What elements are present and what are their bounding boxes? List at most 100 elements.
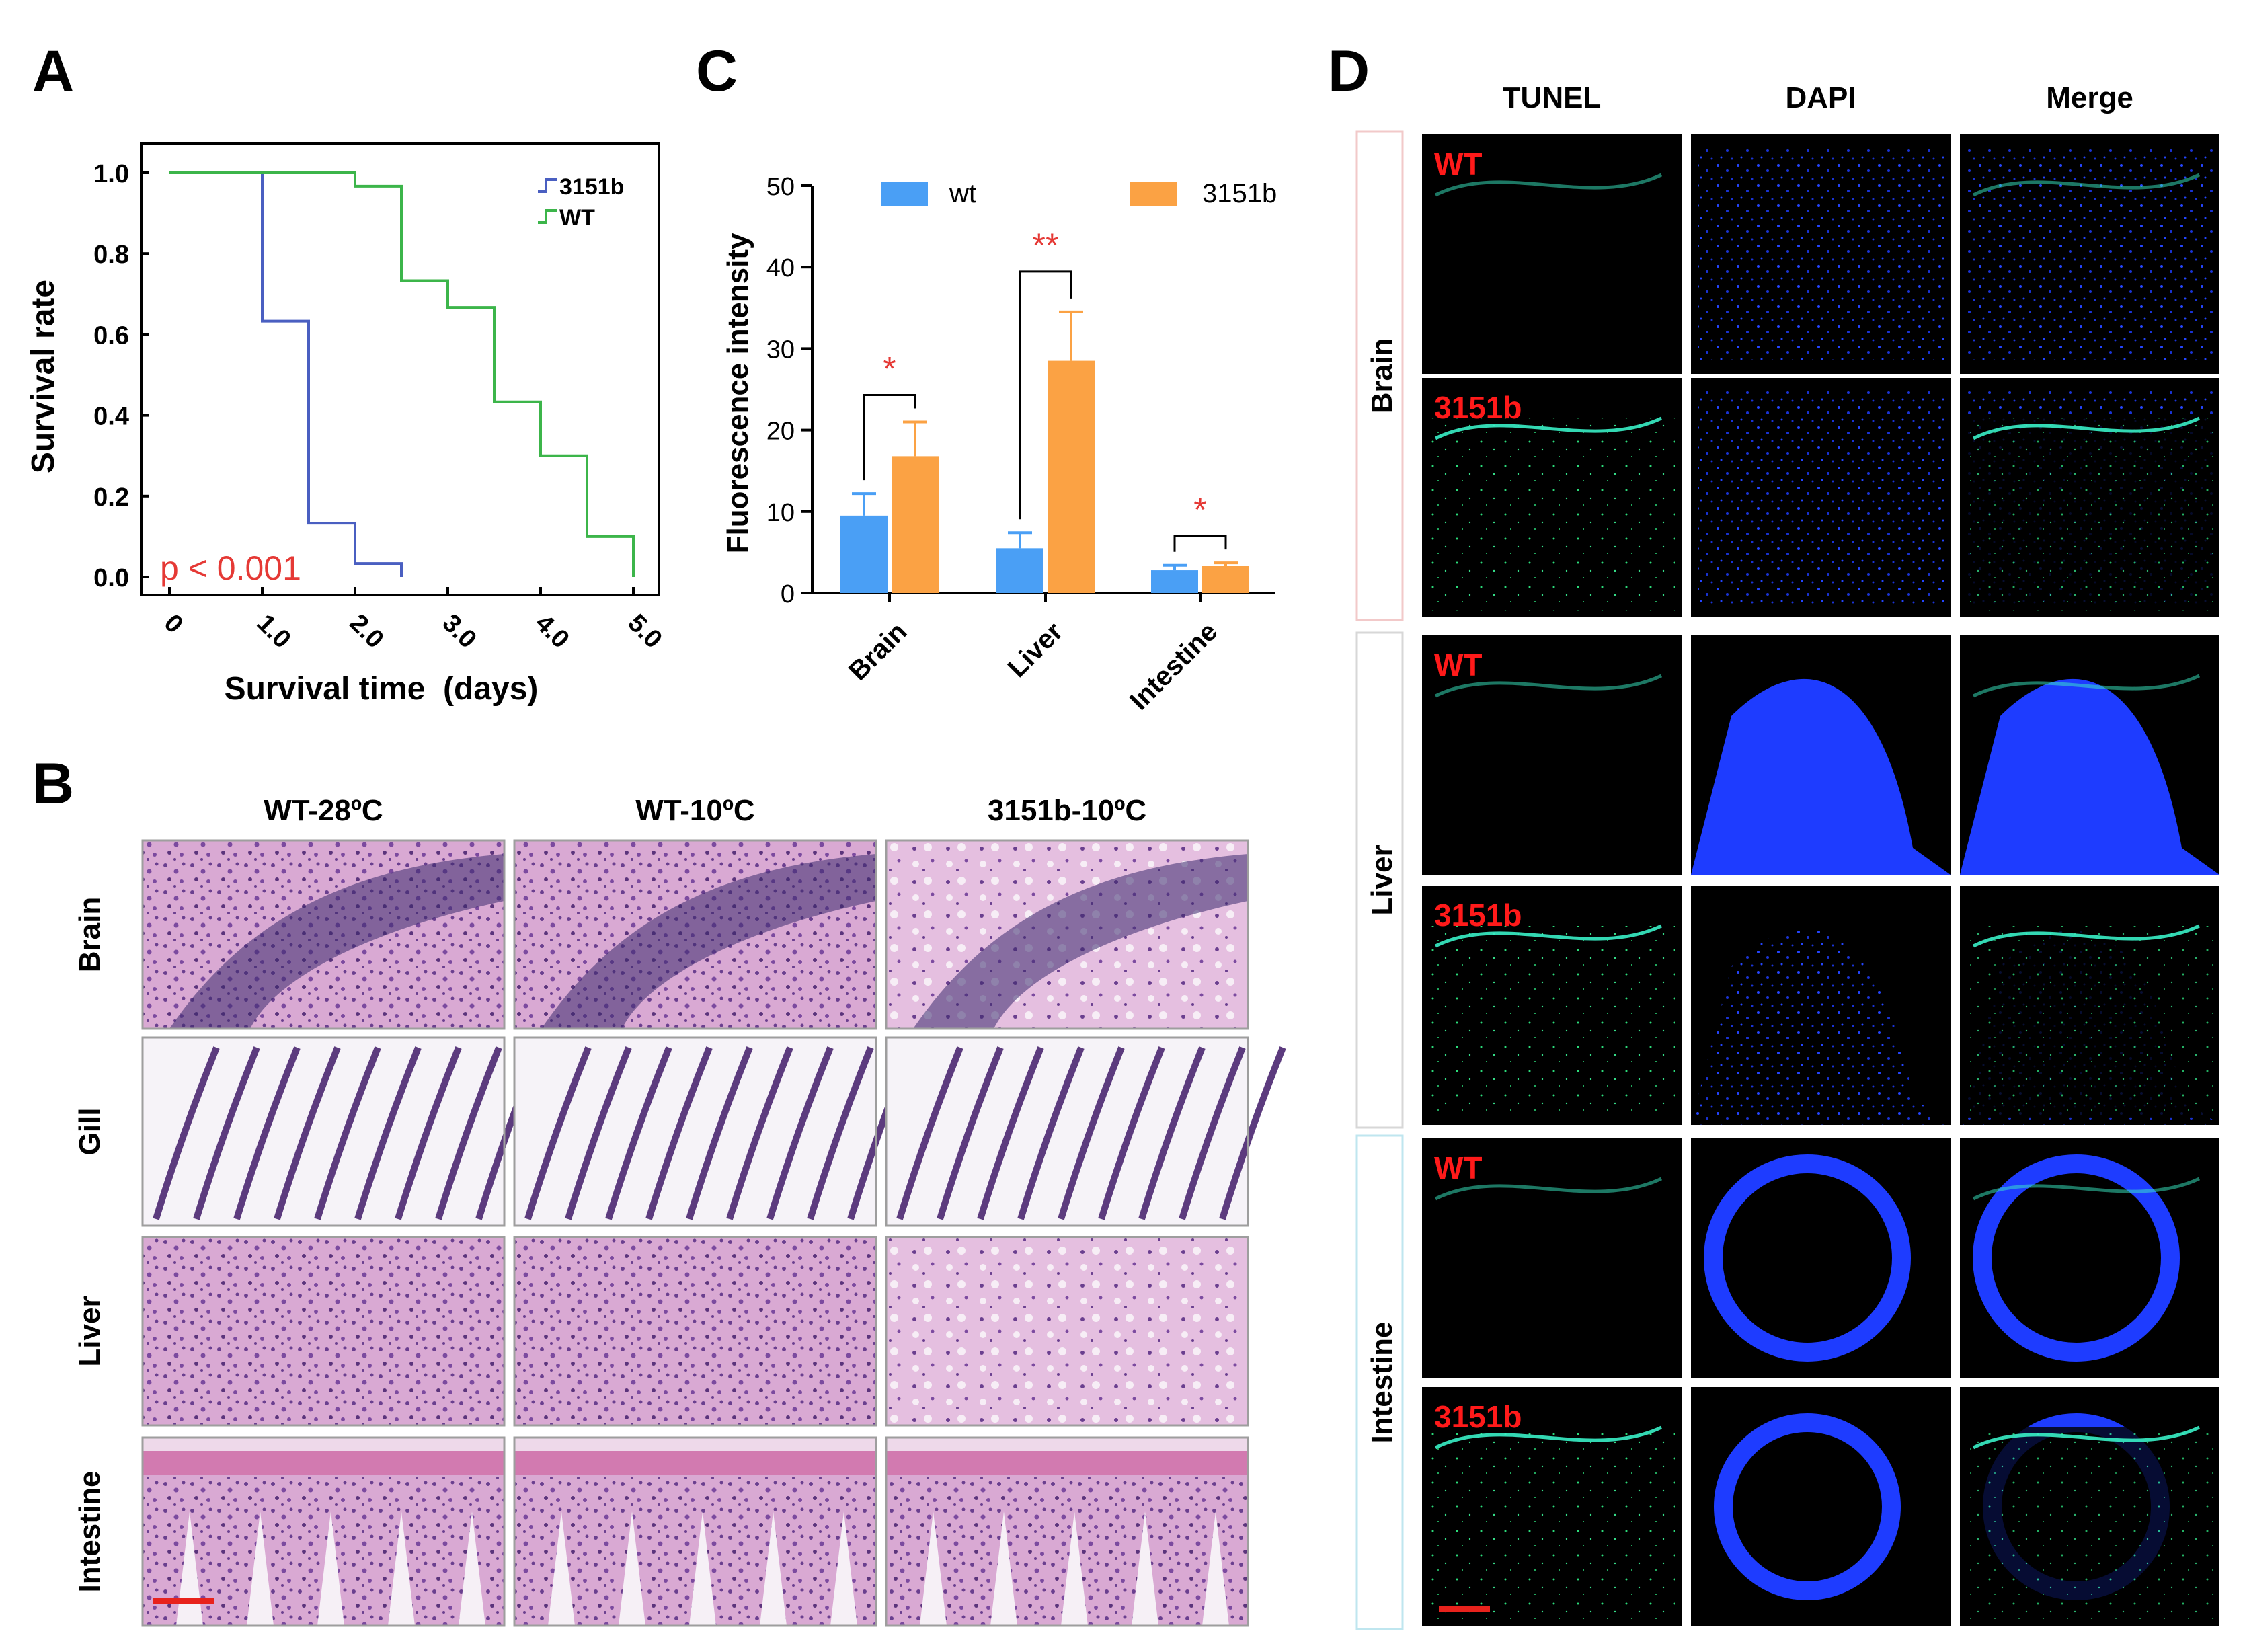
bar-3151b-intestine	[1202, 566, 1249, 593]
fluorescence-image	[1691, 886, 1951, 1125]
gill-filament	[896, 1046, 963, 1220]
histology-image	[513, 839, 877, 1030]
gill-filament	[977, 1046, 1044, 1220]
gill-filament	[645, 1046, 713, 1220]
histology-image	[141, 1236, 506, 1427]
villus-lumen	[1061, 1511, 1088, 1626]
bar-3151b-liver	[1048, 360, 1095, 593]
y-tick-label: 1.0	[93, 160, 129, 188]
image-border	[885, 1236, 1249, 1427]
tunel-edge	[1972, 416, 2201, 440]
histology-column-header: WT-10ºC	[635, 794, 754, 827]
image-border	[885, 1036, 1249, 1227]
dapi-tissue	[1960, 678, 2219, 875]
villus-lumen	[760, 1511, 787, 1626]
fluorescence-image	[1960, 1387, 2219, 1626]
brain-cell-layer	[541, 854, 876, 1029]
fluorescence-image: 3151b	[1422, 1387, 1682, 1626]
gill-filament	[1179, 1046, 1246, 1220]
survival-legend: 3151b WT	[538, 174, 624, 231]
histology-row-label: Liver	[73, 1296, 106, 1366]
tunel-edge	[1972, 924, 2201, 948]
tunel-edge	[1434, 173, 1663, 197]
x-tick-label: 2.0	[344, 609, 389, 654]
sample-row-label: WT	[1434, 647, 1483, 682]
survival-y-label: Survival rate	[26, 280, 61, 473]
tunel-group-brackets: Brain Liver Intestine	[1355, 130, 1404, 1630]
sample-row-label: 3151b	[1434, 898, 1522, 933]
fluorescence-image	[1691, 134, 1951, 374]
survival-plot-frame	[140, 142, 660, 596]
sample-row-label: WT	[1434, 147, 1483, 182]
image-border	[141, 839, 506, 1030]
villus-lumen	[1132, 1511, 1158, 1626]
panel-a: A 0.0 0.2 0.4 0.6 0.8 1.0 0 1.0 2.0 3.0 4.0 5.0 31…	[26, 39, 668, 707]
dapi-tissue	[1691, 678, 1951, 875]
image-border	[141, 1436, 506, 1627]
y-tick-label: 50	[766, 173, 795, 201]
villus-lumen	[920, 1511, 947, 1626]
fluorescence-image	[1691, 1387, 1951, 1626]
bar-wt-brain	[840, 515, 888, 593]
p-value-annotation: p < 0.001	[160, 549, 301, 587]
y-tick-label: 40	[766, 254, 795, 282]
significance-brackets: ****	[863, 227, 1227, 552]
image-background	[1422, 1138, 1682, 1378]
histology-column-header: WT-28ºC	[264, 794, 383, 827]
dapi-ring	[1714, 1413, 1901, 1600]
fluorescence-image: WT	[1422, 635, 1682, 875]
villus-lumen	[619, 1511, 645, 1626]
legend-label: 3151b	[1202, 179, 1277, 208]
dapi-tissue	[1691, 929, 1951, 1125]
x-tick-label: 4.0	[530, 609, 575, 654]
histology-image	[885, 1436, 1249, 1627]
fluorescence-image	[1960, 1138, 2219, 1378]
gill-filament	[395, 1046, 462, 1220]
survival-curve-3151b	[169, 171, 403, 577]
histology-image	[885, 1236, 1249, 1427]
dapi-tissue	[1698, 391, 1944, 604]
legend-swatch	[1130, 182, 1177, 206]
histology-image	[141, 1036, 543, 1227]
histology-row-label: Gill	[73, 1108, 106, 1156]
bar-wt-intestine	[1151, 570, 1198, 593]
panel-d: D TUNEL DAPI Merge Brain Liver Intestine WT 3…	[1328, 39, 2219, 1630]
survival-curves	[169, 171, 635, 577]
legend-swatch	[881, 182, 928, 206]
dapi-ring	[1704, 1154, 1911, 1362]
gill-filament	[1219, 1046, 1286, 1220]
gill-filament	[1098, 1046, 1165, 1220]
villus-lumen	[990, 1511, 1017, 1626]
y-tick-label: 10	[766, 499, 795, 527]
gill-filament	[605, 1046, 672, 1220]
gill-filament	[435, 1046, 502, 1220]
gill-filament	[937, 1046, 1004, 1220]
gill-filament	[274, 1046, 341, 1220]
fluorescence-image	[1691, 635, 1951, 875]
histology-image	[885, 839, 1249, 1030]
tunel-column-headers: TUNEL DAPI Merge	[1503, 81, 2133, 114]
significance-marker: **	[1033, 227, 1059, 264]
category-label: Liver	[1002, 617, 1069, 683]
y-tick-label: 0.2	[93, 483, 129, 512]
image-border	[513, 1436, 877, 1627]
tunel-group-label: Brain	[1366, 338, 1399, 414]
panel-d-letter: D	[1328, 39, 1370, 104]
y-tick-label: 0.0	[93, 564, 129, 592]
histology-column-header: 3151b-10ºC	[988, 794, 1146, 827]
image-border	[513, 1236, 877, 1427]
histology-row-label: Brain	[73, 897, 106, 972]
brain-cell-layer	[913, 854, 1248, 1029]
image-border	[513, 839, 877, 1030]
significance-bracket	[1173, 535, 1227, 552]
x-tick-label: 3.0	[437, 609, 482, 654]
x-tick-label: 5.0	[623, 609, 668, 654]
tunel-edge	[1434, 1177, 1663, 1201]
gill-filament	[1017, 1046, 1085, 1220]
significance-marker: *	[883, 350, 896, 387]
group-bracket-liver	[1355, 631, 1404, 1129]
sample-row-label: 3151b	[1434, 390, 1522, 425]
x-tick-label: 0	[159, 609, 189, 639]
tunel-edge	[1434, 1425, 1663, 1450]
histology-image	[885, 1036, 1286, 1227]
